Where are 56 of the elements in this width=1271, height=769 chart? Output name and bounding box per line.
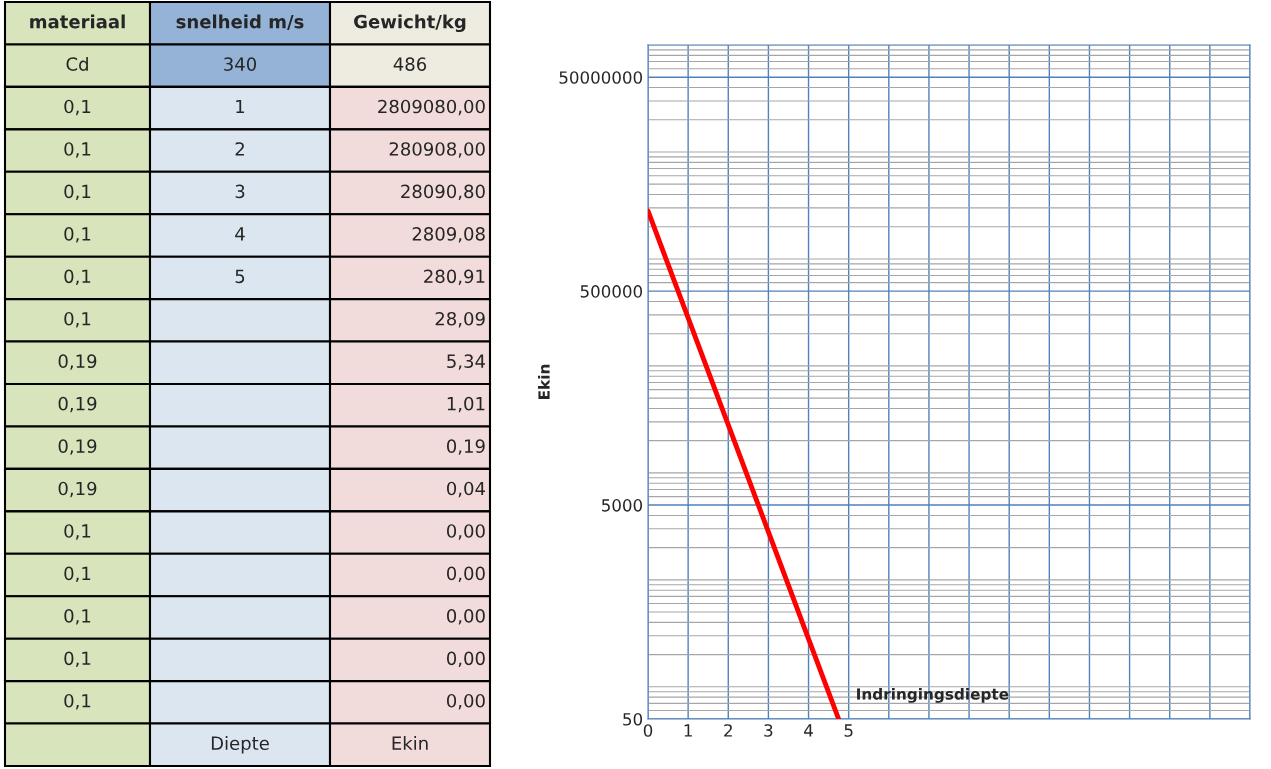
text: 5 (235, 269, 245, 284)
text: 0,1 (64, 184, 91, 201)
text: 0,1 (64, 651, 91, 667)
text: 0,19 (58, 396, 97, 413)
y-axis-title: Ekin (537, 364, 550, 399)
text: 0,00 (446, 524, 485, 540)
x-tick-label: 2 (724, 724, 732, 737)
text: 340 (224, 57, 257, 71)
text: Ekin (392, 736, 428, 750)
text: 0,19 (58, 354, 97, 370)
text: 5,34 (447, 354, 485, 370)
text: 0,00 (446, 609, 485, 625)
text: 0,1 (64, 269, 91, 285)
text: 0,1 (64, 227, 91, 243)
x-tick-label: 4 (804, 724, 813, 737)
text: 0,19 (446, 439, 485, 455)
text: 3 (235, 184, 245, 199)
line-series (648, 208, 842, 719)
text: 0,1 (64, 609, 91, 625)
text: 0,1 (64, 566, 91, 583)
text: 0,19 (58, 439, 97, 455)
text: 4 (235, 227, 245, 241)
text: 0,04 (446, 481, 485, 498)
text: 2809080,00 (378, 99, 485, 116)
text: 0,1 (64, 311, 91, 328)
x-tick-label: 3 (764, 724, 773, 737)
text: 0,00 (446, 651, 485, 667)
y-tick-label: 500000 (580, 285, 643, 298)
text: 0,19 (58, 481, 97, 498)
text: 0,00 (446, 693, 485, 710)
x-tick-label: 1 (684, 724, 692, 737)
text: 280908,00 (389, 142, 485, 158)
y-tick-label: 50000000 (559, 71, 643, 84)
text: 28,09 (435, 311, 485, 328)
text: 0,1 (64, 99, 91, 116)
text: Gewicht/kg (354, 14, 466, 33)
text: materiaal (30, 14, 125, 29)
x-tick-label: 5 (844, 724, 853, 737)
text: 2809,08 (412, 227, 485, 243)
text: 1,01 (447, 396, 485, 413)
y-tick-label: 50 (623, 712, 643, 726)
y-tick-label: 5000 (602, 499, 643, 512)
text: 2 (235, 142, 244, 156)
text: snelheid m/s (176, 14, 304, 30)
text: Cd (66, 56, 88, 71)
text: 0,1 (64, 142, 91, 158)
annotation: Indringingsdiepte (857, 687, 1009, 703)
text: 28090,80 (401, 184, 485, 201)
text: 280,91 (424, 269, 485, 285)
text: 0,1 (64, 693, 91, 710)
text: Diepte (211, 736, 269, 754)
text: 486 (393, 57, 427, 71)
x-tick-label: 0 (643, 724, 653, 737)
text: 1 (236, 99, 245, 114)
text: 0,00 (446, 566, 485, 583)
text: 0,1 (64, 524, 91, 540)
